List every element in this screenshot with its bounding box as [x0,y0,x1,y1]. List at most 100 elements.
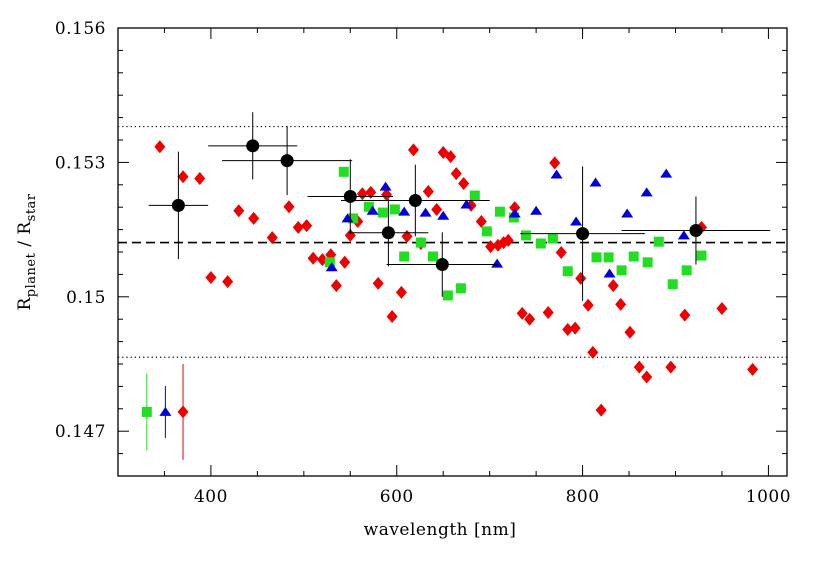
diamond-point [445,150,457,164]
diamond-point [248,211,260,225]
diamond-point [607,279,619,293]
diamond-point [283,200,295,214]
square-point [591,252,602,263]
square-point [363,201,374,212]
triangle-point [640,187,653,197]
circle-point [171,198,185,212]
y-label-part: R [15,297,35,311]
diamond-point [509,201,521,215]
diamond-point [222,275,234,289]
circle-point [381,226,395,240]
diamond-point [407,143,419,157]
diamond-point [624,325,636,339]
diamond-point [401,229,413,243]
y-label-sub: star [24,193,39,221]
diamond-point [595,403,607,417]
diamond-point [587,345,599,359]
triangle-point [530,205,543,215]
square-point [415,237,426,248]
circle-point [246,139,260,153]
diamond-point [344,228,356,242]
diamond-point [194,172,206,186]
y-axis-label: Rplanet / Rstar [15,193,39,310]
triangle-point [460,199,473,209]
diamond-point [633,360,645,374]
diamond-point [475,215,487,229]
square-point [481,226,492,237]
diamond-point [569,321,581,335]
triangle-point [550,169,563,179]
y-label-part: R [15,221,35,235]
triangle-point [159,406,172,416]
triangle-point [325,262,338,272]
triangle-point [419,207,432,217]
diamond-point [615,297,627,311]
square-point [508,212,519,223]
square-point [324,257,335,268]
square-point [338,166,349,177]
diamond-point [177,405,189,419]
square-point [494,206,505,217]
triangle-point [398,206,411,216]
diamond-point [431,202,443,216]
diamond-point [582,298,594,312]
triangle-point [589,177,602,187]
square-point [653,236,664,247]
circle-point [343,189,357,203]
square-point [427,251,438,262]
square-point [389,204,400,215]
square-point [603,252,614,263]
diamond-point [542,305,554,319]
diamond-point [641,370,653,384]
diamond-point [154,140,166,154]
square-point [562,266,573,277]
diamond-point [307,251,319,265]
diamond-point [555,245,567,259]
triangle-point [660,168,673,178]
diamond-point [372,276,384,290]
square-point [667,279,678,290]
triangle-point [677,230,690,240]
diamond-point [266,231,278,245]
square-point [469,190,480,201]
diamond-point [575,271,587,285]
square-point [399,251,410,262]
triangle-point [379,181,392,191]
circle-point [408,193,422,207]
x-tick-label: 800 [566,487,600,507]
diamond-point [365,185,377,199]
x-tick-label: 400 [194,487,228,507]
square-point [535,238,546,249]
circle-point [689,223,703,237]
square-point [377,207,388,218]
diamond-point [292,220,304,234]
triangle-point [491,258,504,268]
y-tick-label: 0.15 [66,288,106,308]
diamond-point [450,167,462,181]
triangle-point [366,205,379,215]
diamond-point [205,271,217,285]
diamond-point [465,198,477,212]
diamond-point [386,310,398,324]
diamond-point [422,185,434,199]
circle-point [576,227,590,241]
square-point [681,265,692,276]
diamond-point [716,301,728,315]
diamond-point [524,312,536,326]
square-point [348,213,359,224]
square-point [442,290,453,301]
x-axis-label: wavelength [nm] [364,520,517,540]
triangle-point [437,210,450,220]
circle-point [435,258,449,272]
diamond-point [233,204,245,218]
square-point [642,257,653,268]
diamond-point [747,362,759,376]
y-tick-label: 0.156 [55,19,106,39]
diamond-point [502,233,514,247]
diamond-point [679,308,691,322]
y-label-sub: planet [24,252,39,297]
plot-frame [117,27,788,477]
diamond-point [330,279,342,293]
x-tick-label: 600 [380,487,414,507]
y-label-part: / [15,235,35,253]
